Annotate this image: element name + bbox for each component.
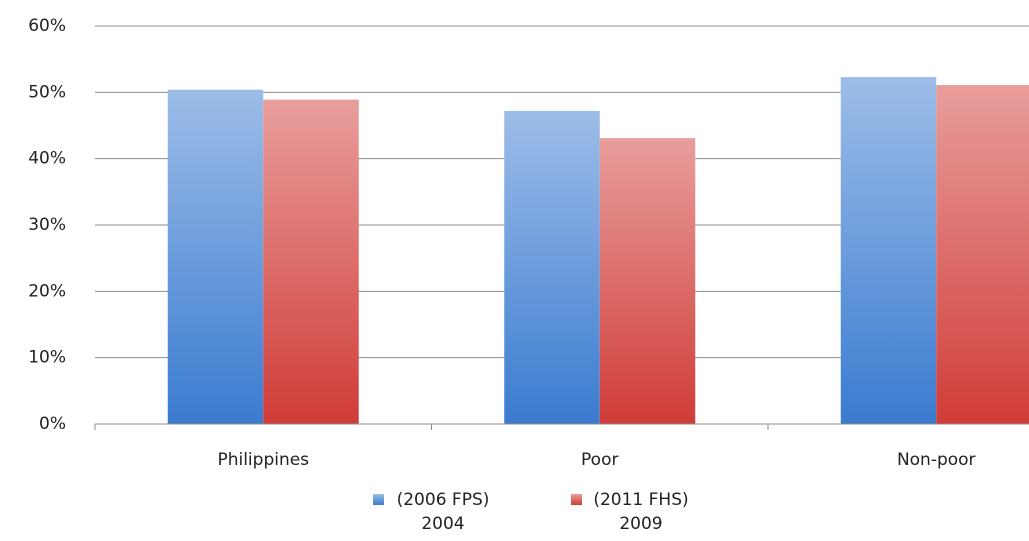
x-tick-label: Poor [581,450,618,470]
y-tick-label: 0% [39,414,66,434]
bar [840,77,937,425]
y-tick-label: 30% [28,215,66,235]
bar [167,89,264,425]
y-tick-label: 10% [28,348,66,368]
x-tick-label: Philippines [217,450,309,470]
bar [504,110,600,424]
y-tick-label: 20% [28,281,66,301]
bar [263,99,359,424]
legend-swatch [373,494,384,505]
legend-item: (2006 FPS) 2004 [373,488,499,536]
bar [936,85,1029,424]
y-tick-label: 40% [28,149,66,169]
x-tick-label: Non-poor [897,450,976,470]
legend-label: (2011 FHS) 2009 [593,490,689,534]
legend-item: (2011 FHS) 2009 [571,488,697,536]
bar [599,138,696,424]
y-tick-label: 50% [28,82,66,102]
y-tick-label: 60% [28,16,66,36]
legend-label: (2006 FPS) 2004 [396,490,490,534]
legend-swatch [571,494,582,505]
